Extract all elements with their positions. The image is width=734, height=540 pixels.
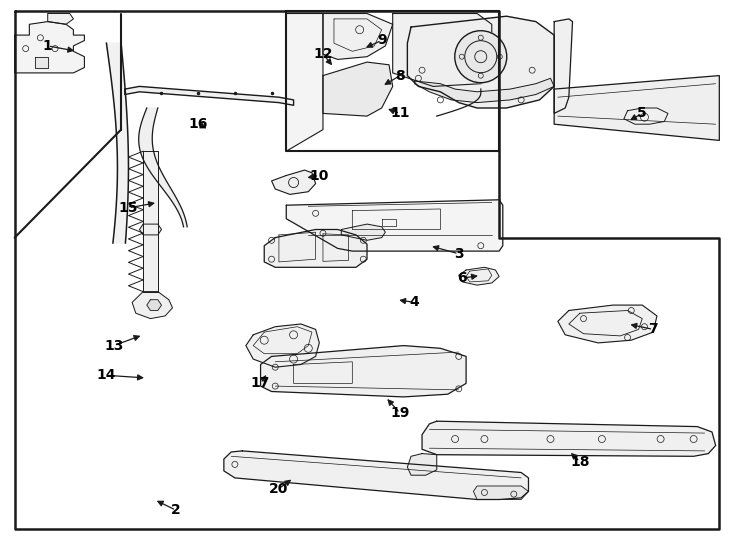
Polygon shape — [106, 43, 128, 243]
Polygon shape — [139, 108, 187, 227]
Polygon shape — [415, 78, 554, 103]
Polygon shape — [15, 22, 84, 73]
Text: 14: 14 — [97, 368, 116, 382]
Polygon shape — [407, 454, 437, 475]
Text: 13: 13 — [104, 339, 123, 353]
Polygon shape — [143, 151, 158, 292]
Polygon shape — [624, 108, 668, 124]
Text: 3: 3 — [454, 247, 464, 261]
Text: 20: 20 — [269, 482, 288, 496]
Polygon shape — [48, 14, 73, 24]
Polygon shape — [272, 170, 316, 194]
Polygon shape — [139, 224, 161, 235]
Polygon shape — [286, 14, 323, 151]
Polygon shape — [286, 200, 503, 251]
Polygon shape — [224, 451, 528, 500]
Polygon shape — [323, 62, 393, 116]
Polygon shape — [459, 267, 499, 285]
Text: 18: 18 — [570, 455, 589, 469]
Polygon shape — [341, 224, 385, 240]
Polygon shape — [147, 300, 161, 310]
Text: 17: 17 — [251, 376, 270, 390]
Text: 1: 1 — [43, 39, 53, 53]
Text: 5: 5 — [637, 106, 647, 120]
Polygon shape — [473, 486, 528, 500]
Polygon shape — [246, 324, 319, 367]
Polygon shape — [407, 16, 554, 108]
Text: 4: 4 — [410, 295, 420, 309]
Text: 16: 16 — [189, 117, 208, 131]
Text: 10: 10 — [310, 168, 329, 183]
Polygon shape — [558, 305, 657, 343]
Text: 2: 2 — [171, 503, 181, 517]
Text: 12: 12 — [313, 47, 333, 61]
Text: 7: 7 — [648, 322, 658, 336]
Polygon shape — [422, 421, 716, 456]
Polygon shape — [132, 292, 172, 319]
Polygon shape — [393, 14, 492, 86]
Polygon shape — [554, 76, 719, 140]
Text: 8: 8 — [395, 69, 405, 83]
Polygon shape — [323, 14, 393, 59]
Text: 6: 6 — [457, 271, 468, 285]
Circle shape — [455, 31, 506, 83]
Polygon shape — [35, 57, 48, 68]
Polygon shape — [261, 346, 466, 397]
Text: 9: 9 — [377, 33, 387, 48]
Text: 11: 11 — [390, 106, 410, 120]
Text: 15: 15 — [119, 201, 138, 215]
Text: 19: 19 — [390, 406, 410, 420]
Polygon shape — [264, 230, 367, 267]
Polygon shape — [554, 19, 573, 113]
Polygon shape — [125, 86, 294, 105]
